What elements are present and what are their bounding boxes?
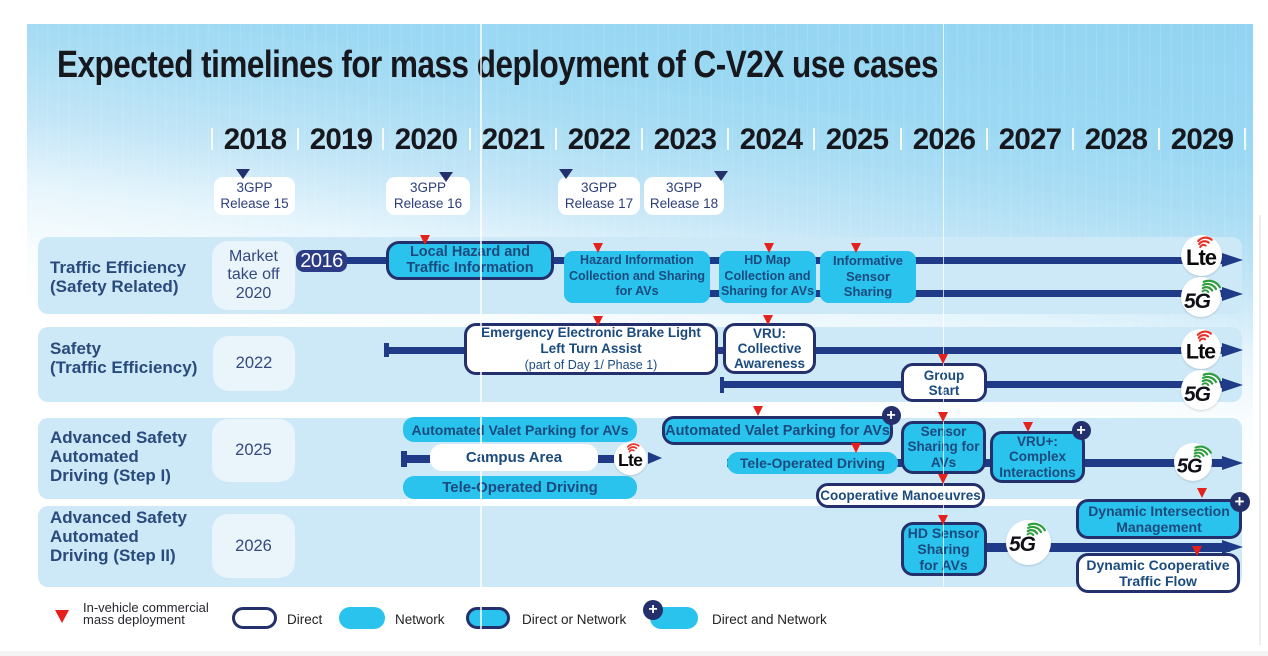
svg-text:Lte: Lte xyxy=(618,450,643,470)
svg-text:5G: 5G xyxy=(1184,383,1211,406)
svg-text:5G: 5G xyxy=(1177,455,1202,477)
svg-text:Lte: Lte xyxy=(1186,245,1217,270)
svg-text:5G: 5G xyxy=(1184,290,1211,313)
svg-text:Lte: Lte xyxy=(1186,339,1216,363)
svg-text:5G: 5G xyxy=(1009,533,1036,556)
